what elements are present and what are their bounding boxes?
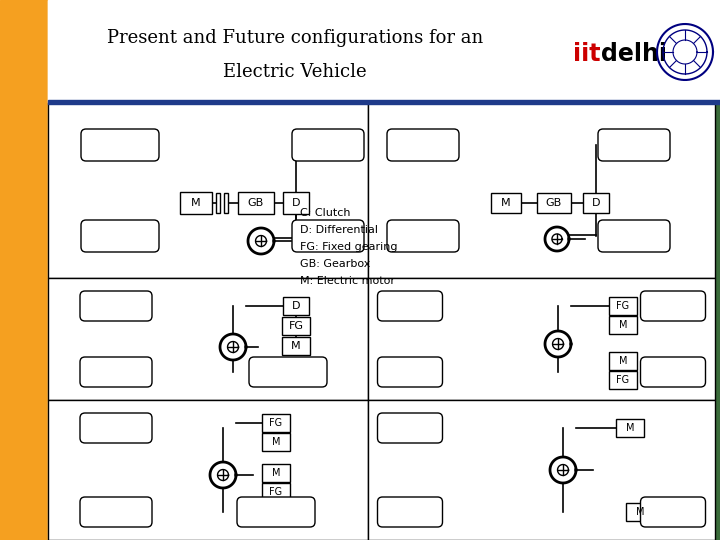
Text: D: D: [292, 301, 300, 311]
FancyBboxPatch shape: [237, 497, 315, 527]
Bar: [282, 317, 310, 335]
Text: D: Differential: D: Differential: [300, 225, 378, 235]
Bar: [616, 419, 644, 437]
Text: iit: iit: [573, 42, 600, 66]
FancyBboxPatch shape: [598, 220, 670, 252]
FancyBboxPatch shape: [377, 291, 443, 321]
Text: FG: FG: [616, 301, 629, 311]
Text: FG: FG: [269, 418, 282, 428]
Bar: [48, 103, 368, 278]
FancyBboxPatch shape: [641, 357, 706, 387]
Text: D: D: [592, 198, 600, 208]
Bar: [48, 278, 368, 400]
Text: C: Clutch: C: Clutch: [300, 208, 351, 218]
FancyBboxPatch shape: [641, 291, 706, 321]
Text: M: M: [626, 423, 634, 433]
Text: Present and Future configurations for an: Present and Future configurations for an: [107, 29, 483, 47]
Bar: [216, 193, 220, 213]
Text: M: M: [192, 198, 201, 208]
FancyBboxPatch shape: [292, 129, 364, 161]
Text: FG: FG: [616, 375, 629, 385]
FancyBboxPatch shape: [80, 497, 152, 527]
Bar: [238, 192, 274, 214]
FancyBboxPatch shape: [377, 357, 443, 387]
Bar: [491, 193, 521, 213]
Text: M: M: [618, 356, 627, 366]
FancyBboxPatch shape: [80, 357, 152, 387]
Text: M: Electric motor: M: Electric motor: [300, 276, 395, 286]
Bar: [282, 337, 310, 355]
Text: M: M: [501, 198, 510, 208]
Text: delhi: delhi: [601, 42, 667, 66]
FancyBboxPatch shape: [387, 129, 459, 161]
Bar: [180, 192, 212, 214]
FancyBboxPatch shape: [249, 357, 327, 387]
FancyBboxPatch shape: [80, 291, 152, 321]
Bar: [262, 433, 290, 451]
Bar: [0, 0, 48, 540]
Bar: [48, 0, 720, 102]
Bar: [609, 371, 637, 389]
Text: M: M: [271, 437, 280, 447]
Text: FG: FG: [289, 321, 304, 331]
FancyBboxPatch shape: [81, 129, 159, 161]
Bar: [368, 278, 715, 400]
FancyBboxPatch shape: [598, 129, 670, 161]
Text: Electric Vehicle: Electric Vehicle: [223, 63, 366, 81]
Text: FG: FG: [269, 487, 282, 497]
Bar: [609, 297, 637, 315]
FancyBboxPatch shape: [377, 497, 443, 527]
Bar: [283, 192, 309, 214]
Bar: [537, 193, 571, 213]
Bar: [672, 0, 720, 540]
Bar: [583, 193, 609, 213]
Text: FG: Fixed gearing: FG: Fixed gearing: [300, 242, 397, 252]
FancyBboxPatch shape: [80, 413, 152, 443]
Text: M: M: [636, 507, 644, 517]
Bar: [48, 400, 368, 540]
Bar: [368, 400, 715, 540]
FancyBboxPatch shape: [292, 220, 364, 252]
Bar: [283, 297, 309, 315]
Text: M: M: [271, 468, 280, 478]
Bar: [609, 316, 637, 334]
Text: M: M: [618, 320, 627, 330]
Bar: [262, 483, 290, 501]
Bar: [609, 352, 637, 370]
Text: GB: Gearbox: GB: Gearbox: [300, 259, 370, 269]
FancyBboxPatch shape: [81, 220, 159, 252]
FancyBboxPatch shape: [377, 413, 443, 443]
Bar: [368, 103, 715, 278]
Bar: [48, 100, 720, 104]
Bar: [262, 414, 290, 432]
Bar: [626, 503, 654, 521]
Text: D: D: [292, 198, 300, 208]
Text: GB: GB: [248, 198, 264, 208]
Bar: [224, 193, 228, 213]
FancyBboxPatch shape: [387, 220, 459, 252]
Text: M: M: [291, 341, 301, 351]
FancyBboxPatch shape: [641, 497, 706, 527]
Bar: [262, 464, 290, 482]
Text: GB: GB: [546, 198, 562, 208]
